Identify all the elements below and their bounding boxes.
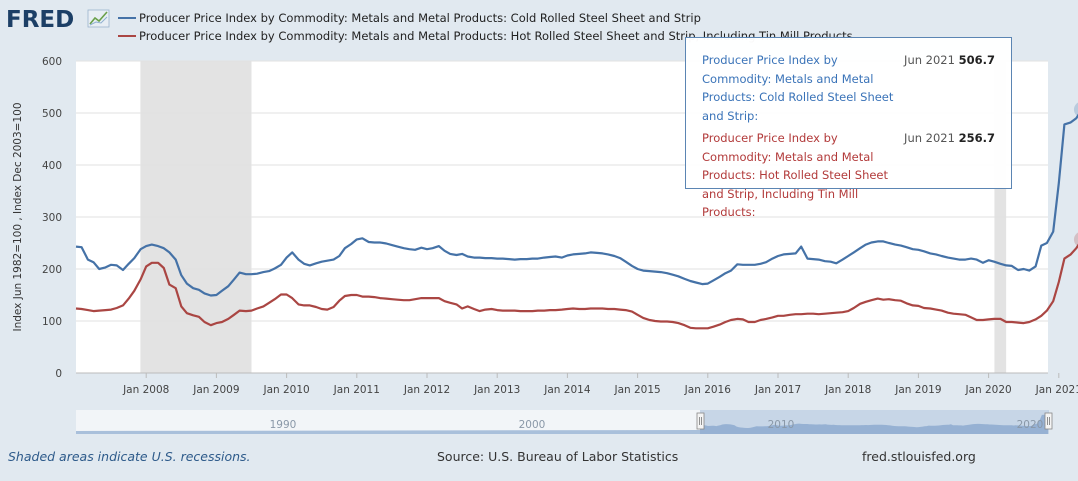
x-tick-label: Jan 2008: [122, 384, 169, 396]
y-tick-label: 400: [42, 160, 62, 172]
graph-icon: [87, 9, 110, 28]
x-tick-label: Jan 2020: [964, 384, 1011, 396]
navigator-label-2000: 2000: [519, 419, 546, 431]
y-axis-title: Index Jun 1982=100 , Index Dec 2003=100: [12, 102, 24, 331]
hover-halo: [1073, 102, 1078, 117]
navigator[interactable]: 1990 2000 2010 2020: [76, 410, 1053, 434]
x-tick-label: Jan 2021: [1035, 384, 1078, 396]
y-axis: 0 100 200 300 400 500 600: [42, 56, 62, 380]
y-tick-label: 200: [42, 264, 62, 276]
recession-note: Shaded areas indicate U.S. recessions.: [8, 449, 251, 464]
navigator-label-2010: 2010: [768, 419, 795, 431]
y-tick-label: 600: [42, 56, 62, 68]
tooltip: Producer Price Index by Commodity: Metal…: [685, 37, 1012, 219]
tooltip-entry-hot-rolled: Producer Price Index by Commodity: Metal…: [702, 129, 1005, 222]
legend-item-hot-rolled[interactable]: Producer Price Index by Commodity: Metal…: [118, 29, 853, 43]
x-tick-label: Jan 2015: [613, 384, 660, 396]
tooltip-series-name: Producer Price Index by Commodity: Metal…: [702, 53, 894, 123]
tooltip-series-name: Producer Price Index by Commodity: Metal…: [702, 131, 889, 219]
site-link[interactable]: fred.stlouisfed.org: [862, 449, 976, 464]
navigator-label-1990: 1990: [270, 419, 297, 431]
svg-text:FRED: FRED: [6, 7, 74, 33]
series-line-cold-rolled: [75, 113, 1078, 297]
source-note: Source: U.S. Bureau of Labor Statistics: [437, 449, 678, 464]
tooltip-date: Jun 2021: [904, 53, 955, 67]
x-tick-label: Jan 2009: [192, 384, 239, 396]
hover-halo: [1073, 232, 1078, 247]
x-tick-label: Jan 2013: [473, 384, 520, 396]
series-lines: [75, 113, 1078, 330]
y-tick-label: 500: [42, 108, 62, 120]
legend-label-hot-rolled: Producer Price Index by Commodity: Metal…: [139, 29, 853, 43]
navigator-label-2020: 2020: [1017, 419, 1044, 431]
fred-logo[interactable]: FRED: [6, 7, 110, 33]
legend-label-cold-rolled: Producer Price Index by Commodity: Metal…: [139, 11, 701, 25]
hover-markers: [1073, 102, 1078, 247]
x-axis: Jan 2008 Jan 2009 Jan 2010 Jan 2011 Jan 2012…: [76, 372, 1078, 396]
tooltip-value: 256.7: [958, 131, 995, 145]
x-tick-label: Jan 2014: [543, 384, 591, 396]
tooltip-value: 506.7: [958, 53, 995, 67]
x-tick-label: Jan 2017: [754, 384, 801, 396]
y-tick-label: 300: [42, 212, 62, 224]
x-tick-label: Jan 2019: [894, 384, 941, 396]
x-tick-label: Jan 2011: [333, 384, 380, 396]
legend: Producer Price Index by Commodity: Metal…: [118, 11, 853, 43]
x-tick-label: Jan 2018: [824, 384, 871, 396]
navigator-series: [76, 413, 1048, 434]
y-tick-label: 0: [55, 368, 62, 380]
tooltip-entry-cold-rolled: Producer Price Index by Commodity: Metal…: [702, 51, 1005, 125]
navigator-left-handle[interactable]: [696, 412, 705, 430]
x-tick-label: Jan 2010: [262, 384, 309, 396]
y-tick-label: 100: [42, 316, 62, 328]
tooltip-date: Jun 2021: [904, 131, 955, 145]
series-line-hot-rolled: [75, 243, 1078, 330]
x-tick-label: Jan 2012: [403, 384, 450, 396]
legend-item-cold-rolled[interactable]: Producer Price Index by Commodity: Metal…: [118, 11, 701, 25]
x-tick-label: Jan 2016: [684, 384, 732, 396]
navigator-right-handle[interactable]: [1044, 412, 1053, 430]
